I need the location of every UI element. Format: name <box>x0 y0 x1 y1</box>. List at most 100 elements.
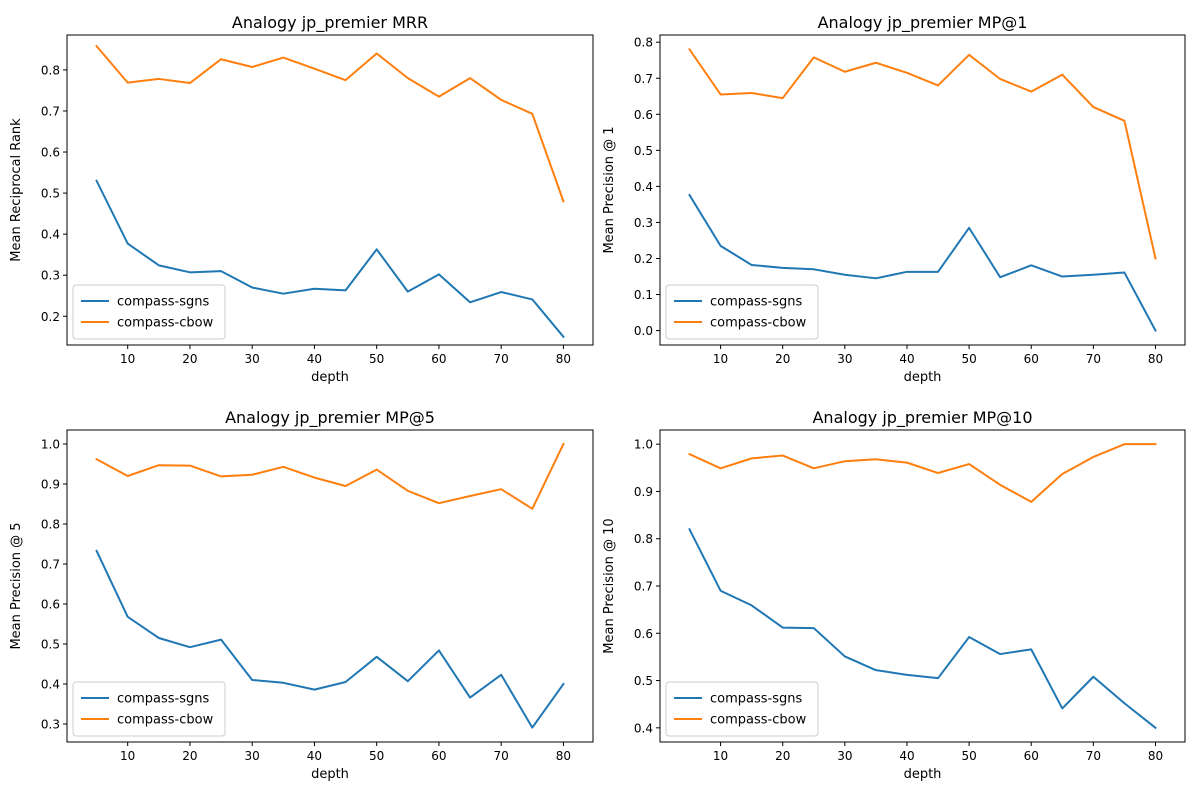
x-tick-label: 80 <box>1148 749 1163 763</box>
y-tick-label: 0.7 <box>41 558 60 572</box>
chart-title: Analogy jp_premier MP@5 <box>225 408 435 428</box>
legend-label: compass-sgns <box>117 692 209 707</box>
y-tick-label: 0.5 <box>634 674 653 688</box>
y-tick-label: 0.2 <box>634 252 653 266</box>
y-tick-label: 0.2 <box>41 310 60 324</box>
x-axis-label: depth <box>311 767 349 782</box>
y-tick-label: 0.7 <box>634 72 653 86</box>
chart-title: Analogy jp_premier MRR <box>232 13 428 33</box>
x-tick-label: 40 <box>307 352 322 366</box>
x-tick-label: 50 <box>961 749 976 763</box>
x-tick-label: 70 <box>1086 749 1101 763</box>
y-tick-label: 0.6 <box>41 146 60 160</box>
series-line-compass-cbow <box>95 44 565 203</box>
x-tick-label: 60 <box>1024 749 1039 763</box>
x-tick-label: 70 <box>1086 352 1101 366</box>
x-axis-label: depth <box>904 370 942 385</box>
x-tick-label: 80 <box>556 352 571 366</box>
chart-mp1: Analogy jp_premier MP@1 10 20 30 40 50 60 70 80 0… <box>602 13 1186 385</box>
legend: compass-sgns compass-cbow <box>665 284 819 340</box>
y-tick-label: 0.8 <box>634 532 653 546</box>
x-tick-label: 30 <box>245 352 260 366</box>
legend: compass-sgns compass-cbow <box>665 681 819 737</box>
y-tick-label: 0.4 <box>634 721 653 735</box>
chart-title: Analogy jp_premier MP@1 <box>818 13 1028 33</box>
x-tick-label: 70 <box>494 749 509 763</box>
y-tick-label: 0.3 <box>41 718 60 732</box>
x-tick-label: 70 <box>494 352 509 366</box>
plot-frame <box>66 34 594 346</box>
y-tick-label: 0.6 <box>41 598 60 612</box>
legend-label: compass-cbow <box>710 713 807 728</box>
y-tick-label: 0.5 <box>41 638 60 652</box>
x-tick-label: 40 <box>899 749 914 763</box>
y-axis-label: Mean Precision @ 1 <box>602 126 617 253</box>
y-tick-label: 0.8 <box>634 36 653 50</box>
legend-label: compass-cbow <box>710 316 807 331</box>
legend-box <box>72 284 226 340</box>
legend-label: compass-sgns <box>710 692 802 707</box>
x-tick-label: 20 <box>182 352 197 366</box>
x-tick-label: 50 <box>369 749 384 763</box>
x-tick-label: 30 <box>837 352 852 366</box>
y-tick-label: 1.0 <box>41 438 60 452</box>
x-tick-label: 50 <box>961 352 976 366</box>
x-tick-label: 80 <box>1148 352 1163 366</box>
legend-label: compass-cbow <box>117 316 214 331</box>
y-tick-label: 0.5 <box>634 144 653 158</box>
legend-label: compass-sgns <box>710 295 802 310</box>
y-axis-label: Mean Precision @ 10 <box>602 518 617 653</box>
y-tick-label: 0.7 <box>41 104 60 118</box>
x-tick-label: 30 <box>837 749 852 763</box>
y-axis-label: Mean Precision @ 5 <box>9 522 24 649</box>
legend: compass-sgns compass-cbow <box>72 284 226 340</box>
x-tick-label: 30 <box>245 749 260 763</box>
x-tick-label: 80 <box>556 749 571 763</box>
y-tick-label: 0.5 <box>41 187 60 201</box>
series-line-compass-sgns <box>95 179 565 339</box>
y-tick-label: 0.4 <box>41 678 60 692</box>
y-tick-label: 0.8 <box>41 518 60 532</box>
plot-frame <box>66 429 594 743</box>
chart-title: Analogy jp_premier MP@10 <box>812 408 1032 428</box>
x-tick-label: 40 <box>899 352 914 366</box>
y-tick-label: 0.3 <box>634 216 653 230</box>
chart-mp10: Analogy jp_premier MP@10 10 20 30 40 50 60 70 80… <box>602 408 1186 782</box>
y-tick-label: 0.1 <box>634 288 653 302</box>
x-tick-label: 10 <box>120 352 135 366</box>
y-tick-label: 0.9 <box>41 478 60 492</box>
legend: compass-sgns compass-cbow <box>72 681 226 737</box>
y-tick-label: 0.3 <box>41 269 60 283</box>
x-tick-label: 20 <box>775 352 790 366</box>
y-tick-label: 0.7 <box>634 580 653 594</box>
x-tick-label: 10 <box>713 352 728 366</box>
x-tick-label: 50 <box>369 352 384 366</box>
x-tick-label: 40 <box>307 749 322 763</box>
x-axis-label: depth <box>904 767 942 782</box>
chart-mp5: Analogy jp_premier MP@5 10 20 30 40 50 60 70 80 0… <box>9 408 594 782</box>
y-tick-label: 0.0 <box>634 324 653 338</box>
x-tick-label: 60 <box>431 749 446 763</box>
y-tick-label: 0.4 <box>41 228 60 242</box>
series-line-compass-cbow <box>688 48 1157 260</box>
legend-label: compass-sgns <box>117 295 209 310</box>
x-tick-label: 10 <box>120 749 135 763</box>
x-tick-label: 60 <box>1024 352 1039 366</box>
y-tick-label: 0.6 <box>634 108 653 122</box>
x-tick-label: 20 <box>775 749 790 763</box>
legend-box <box>665 284 819 340</box>
x-tick-label: 60 <box>431 352 446 366</box>
series-line-compass-sgns <box>95 549 565 729</box>
series-line-compass-sgns <box>688 527 1157 730</box>
x-axis-label: depth <box>311 370 349 385</box>
x-tick-label: 10 <box>713 749 728 763</box>
legend-label: compass-cbow <box>117 713 214 728</box>
plot-frame <box>659 34 1186 346</box>
series-line-compass-cbow <box>95 442 565 510</box>
y-tick-label: 1.0 <box>634 438 653 452</box>
series-line-compass-cbow <box>688 443 1157 503</box>
legend-box <box>665 681 819 737</box>
chart-mrr: Analogy jp_premier MRR 10 20 30 40 50 60 70 80 0.… <box>9 13 594 385</box>
